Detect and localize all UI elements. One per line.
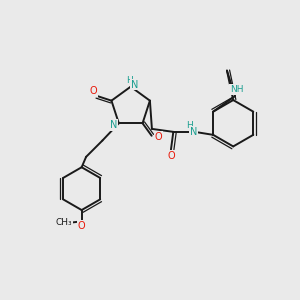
Text: O: O [78,221,86,231]
Text: O: O [154,132,162,142]
Text: H: H [186,122,193,130]
Text: H: H [126,76,133,85]
Text: O: O [167,151,175,160]
Text: N: N [190,127,197,137]
Text: O: O [89,86,97,96]
Text: CH₃: CH₃ [56,218,72,227]
Text: N: N [110,120,117,130]
Text: NH: NH [230,85,243,94]
Text: N: N [130,80,138,90]
